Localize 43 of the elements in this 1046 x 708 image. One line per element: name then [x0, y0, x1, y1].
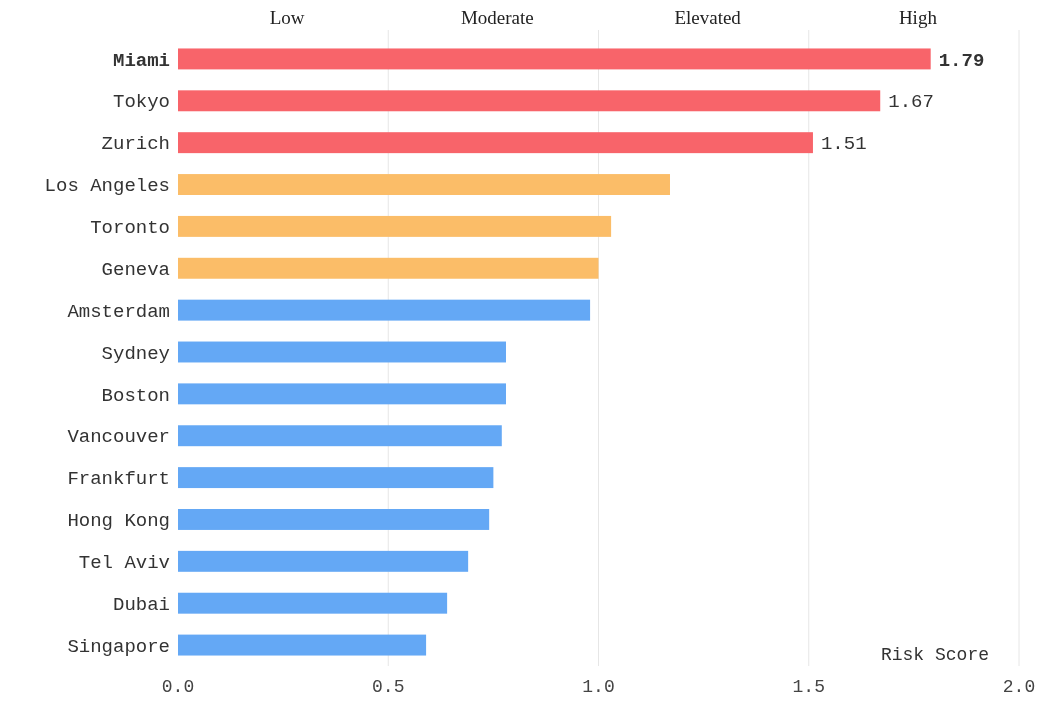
y-tick-label: Vancouver	[67, 426, 170, 449]
bar	[178, 467, 494, 489]
data-label: 1.79	[938, 49, 985, 72]
x-tick-label: 2.0	[1002, 677, 1036, 697]
text: Moderate	[460, 7, 534, 28]
bar	[178, 634, 427, 656]
text: Elevated	[674, 7, 742, 28]
bar	[178, 90, 881, 112]
bar	[178, 215, 612, 237]
data-label: 1.67	[888, 91, 934, 114]
bar	[178, 509, 490, 530]
y-tick-label: Sydney	[101, 342, 170, 365]
y-tick-label: Amsterdam	[67, 300, 170, 323]
bar	[178, 257, 599, 279]
x-tick-label: 1.5	[792, 677, 825, 697]
bar	[178, 383, 506, 405]
y-tick-label: Miami	[112, 49, 170, 72]
y-tick-label: Boston	[101, 384, 170, 407]
y-tick-label: Zurich	[101, 133, 170, 156]
y-tick-label: Dubai	[112, 593, 170, 616]
y-tick-label: Tel Aviv	[78, 551, 170, 574]
x-tick-label: 1.0	[582, 677, 615, 697]
bar	[178, 299, 591, 321]
x-axis-title: Risk Score	[880, 645, 989, 665]
bar	[178, 132, 813, 154]
bar	[178, 592, 448, 614]
bar	[178, 550, 469, 572]
y-tick-label: Los Angeles	[44, 175, 170, 198]
bar	[178, 425, 502, 447]
y-tick-label: Singapore	[67, 635, 170, 658]
text: High	[898, 7, 938, 28]
y-tick-label: Hong Kong	[67, 510, 170, 533]
bar	[178, 341, 506, 363]
y-tick-label: Tokyo	[112, 91, 170, 114]
y-tick-label: Geneva	[101, 258, 170, 281]
text: Low	[269, 7, 305, 28]
y-tick-label: Toronto	[90, 217, 170, 240]
x-tick-label: 0.5	[372, 677, 405, 697]
y-tick-label: Frankfurt	[67, 468, 170, 491]
bar	[178, 174, 670, 195]
bar	[178, 48, 931, 70]
x-tick-label: 0.0	[161, 677, 195, 697]
data-label: 1.51	[820, 133, 867, 156]
